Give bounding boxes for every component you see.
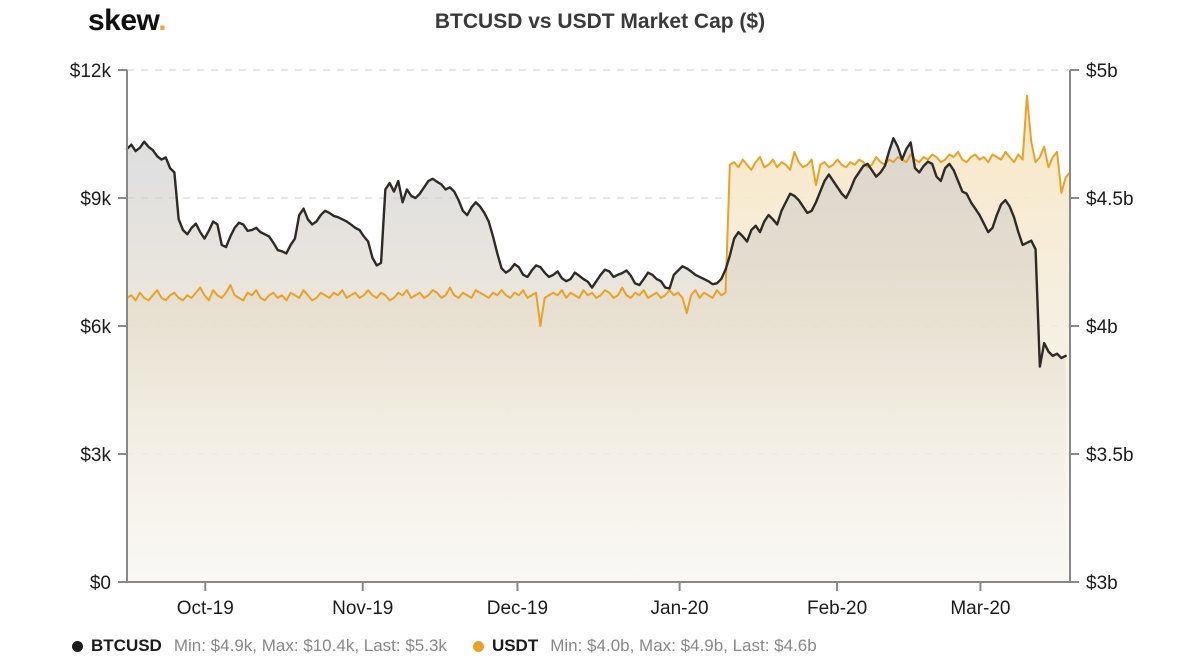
legend-stats-btcusd: Min: $4.9k, Max: $10.4k, Last: $5.3k [173,636,447,655]
axis-tick-labels: $0 $3k $6k $9k $12k $3b $3.5b $4b $4.5b $5b Oct-19… [70,61,1134,619]
y-tick-label-left: $6k [80,317,111,338]
axes [118,69,1079,591]
legend-label-usdt: USDT [491,636,539,655]
legend-dot-btcusd [72,640,83,652]
x-tick-label: Oct-19 [177,598,234,619]
brand-logo: skew. [88,4,167,37]
y-tick-label-left: $3k [80,445,111,466]
y-tick-label-right: $3.5b [1086,445,1134,466]
series-areas [127,95,1070,582]
x-tick-label: Feb-20 [807,598,867,619]
y-tick-label-right: $5b [1086,61,1118,82]
y-tick-label-left: $12k [70,61,112,82]
x-tick-label: Dec-19 [487,598,548,619]
y-tick-label-right: $3b [1086,573,1118,594]
y-tick-label-left: $9k [80,189,111,210]
y-tick-label-right: $4b [1086,317,1118,338]
chart-legend: BTCUSD Min: $4.9k, Max: $10.4k, Last: $5… [72,636,843,656]
legend-item-btcusd[interactable]: BTCUSD Min: $4.9k, Max: $10.4k, Last: $5… [72,636,447,656]
y-tick-label-left: $0 [90,573,111,594]
y-tick-label-right: $4.5b [1086,189,1134,210]
legend-dot-usdt [472,640,484,652]
x-tick-label: Mar-20 [950,598,1010,619]
brand-name: skew [88,4,159,37]
legend-item-usdt[interactable]: USDT Min: $4.0b, Max: $4.9b, Last: $4.6b [472,636,817,656]
x-tick-label: Jan-20 [651,598,709,619]
legend-stats-usdt: Min: $4.0b, Max: $4.9b, Last: $4.6b [550,636,817,655]
brand-dot: . [158,4,167,37]
page-title: BTCUSD vs USDT Market Cap ($) [434,10,766,33]
btcusd-area [127,138,1066,582]
x-tick-label: Nov-19 [332,598,393,619]
series-lines [125,94,1071,368]
btcusd-line [125,137,1067,368]
legend-label-btcusd: BTCUSD [91,636,162,655]
